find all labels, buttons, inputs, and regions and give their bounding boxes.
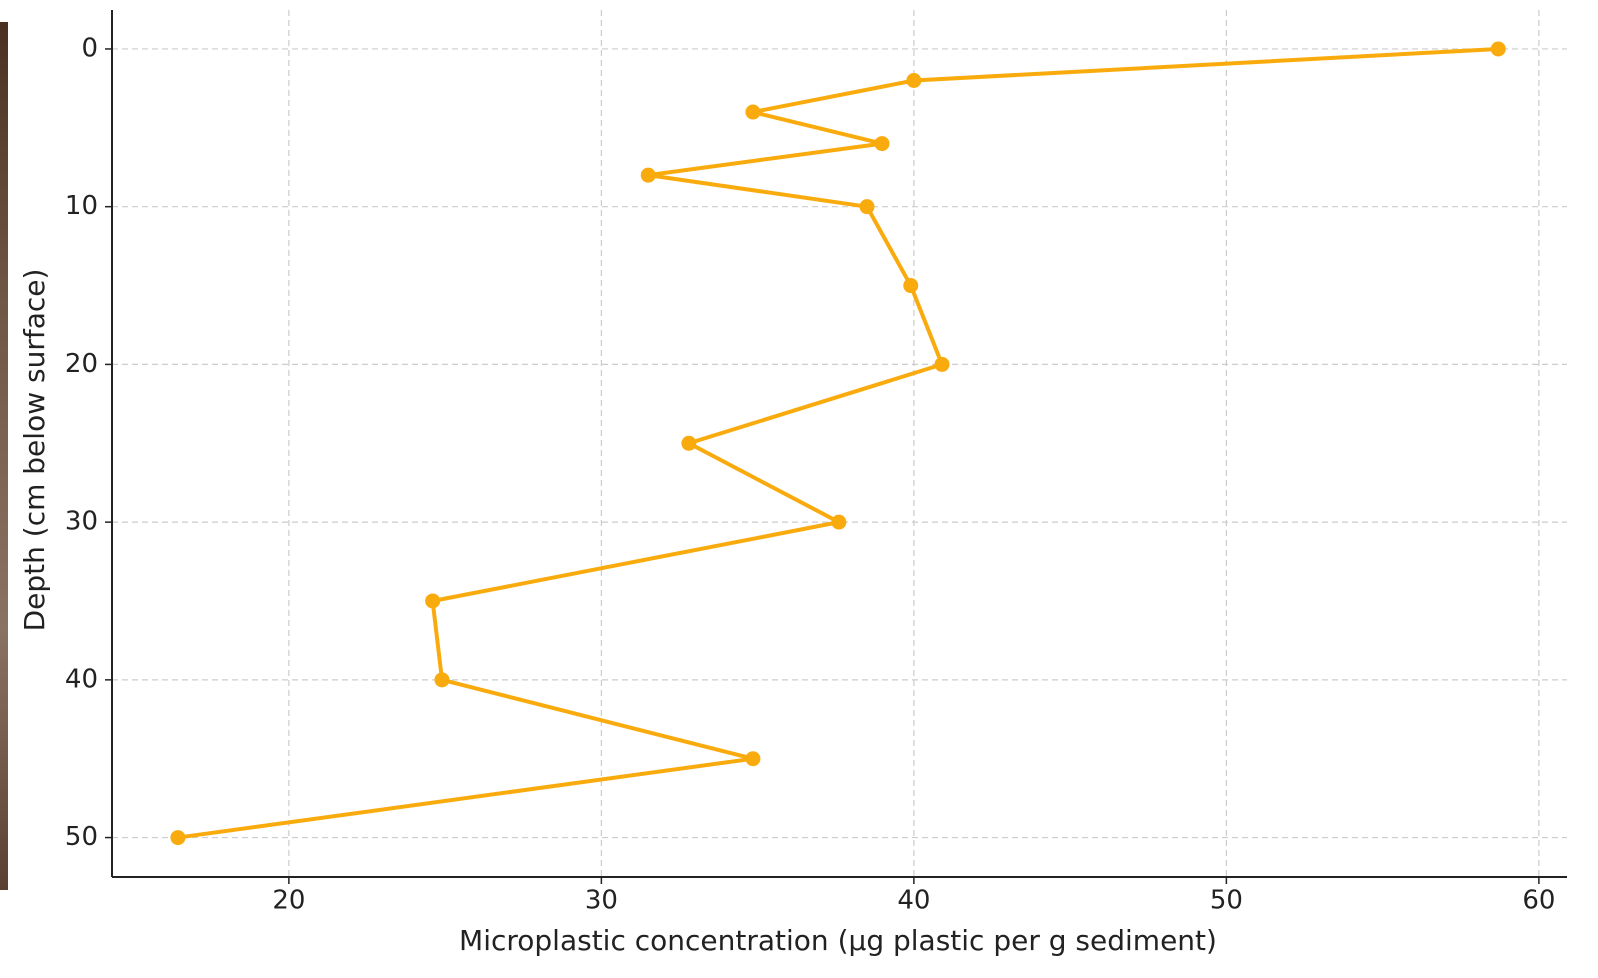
data-point: [831, 514, 847, 530]
x-tick-label: 40: [897, 886, 930, 916]
y-tick-label: 50: [65, 822, 98, 852]
data-point: [1490, 41, 1506, 57]
series-line: [177, 46, 1499, 840]
data-point: [745, 104, 761, 120]
x-tick-label: 20: [272, 886, 305, 916]
y-tick-label: 10: [65, 191, 98, 221]
data-point: [934, 356, 950, 372]
y-tick-label: 40: [65, 664, 98, 694]
data-point: [903, 278, 919, 294]
x-axis-label: Microplastic concentration (µg plastic p…: [459, 924, 1217, 957]
sediment-strip: [0, 22, 8, 890]
data-point: [681, 435, 697, 451]
data-point: [874, 136, 890, 152]
y-tick-label: 20: [65, 349, 98, 379]
data-point: [859, 199, 875, 215]
y-axis-label: Depth (cm below surface): [18, 269, 51, 632]
data-point: [906, 73, 922, 89]
data-point: [745, 751, 761, 767]
y-tick-label: 30: [65, 507, 98, 537]
y-tick-label: 0: [81, 33, 98, 63]
data-point: [434, 672, 450, 688]
data-point: [640, 167, 656, 183]
data-point: [425, 593, 441, 609]
data-point: [170, 830, 186, 846]
x-tick-label: 50: [1210, 886, 1243, 916]
x-tick-label: 30: [585, 886, 618, 916]
x-tick-label: 60: [1522, 886, 1555, 916]
